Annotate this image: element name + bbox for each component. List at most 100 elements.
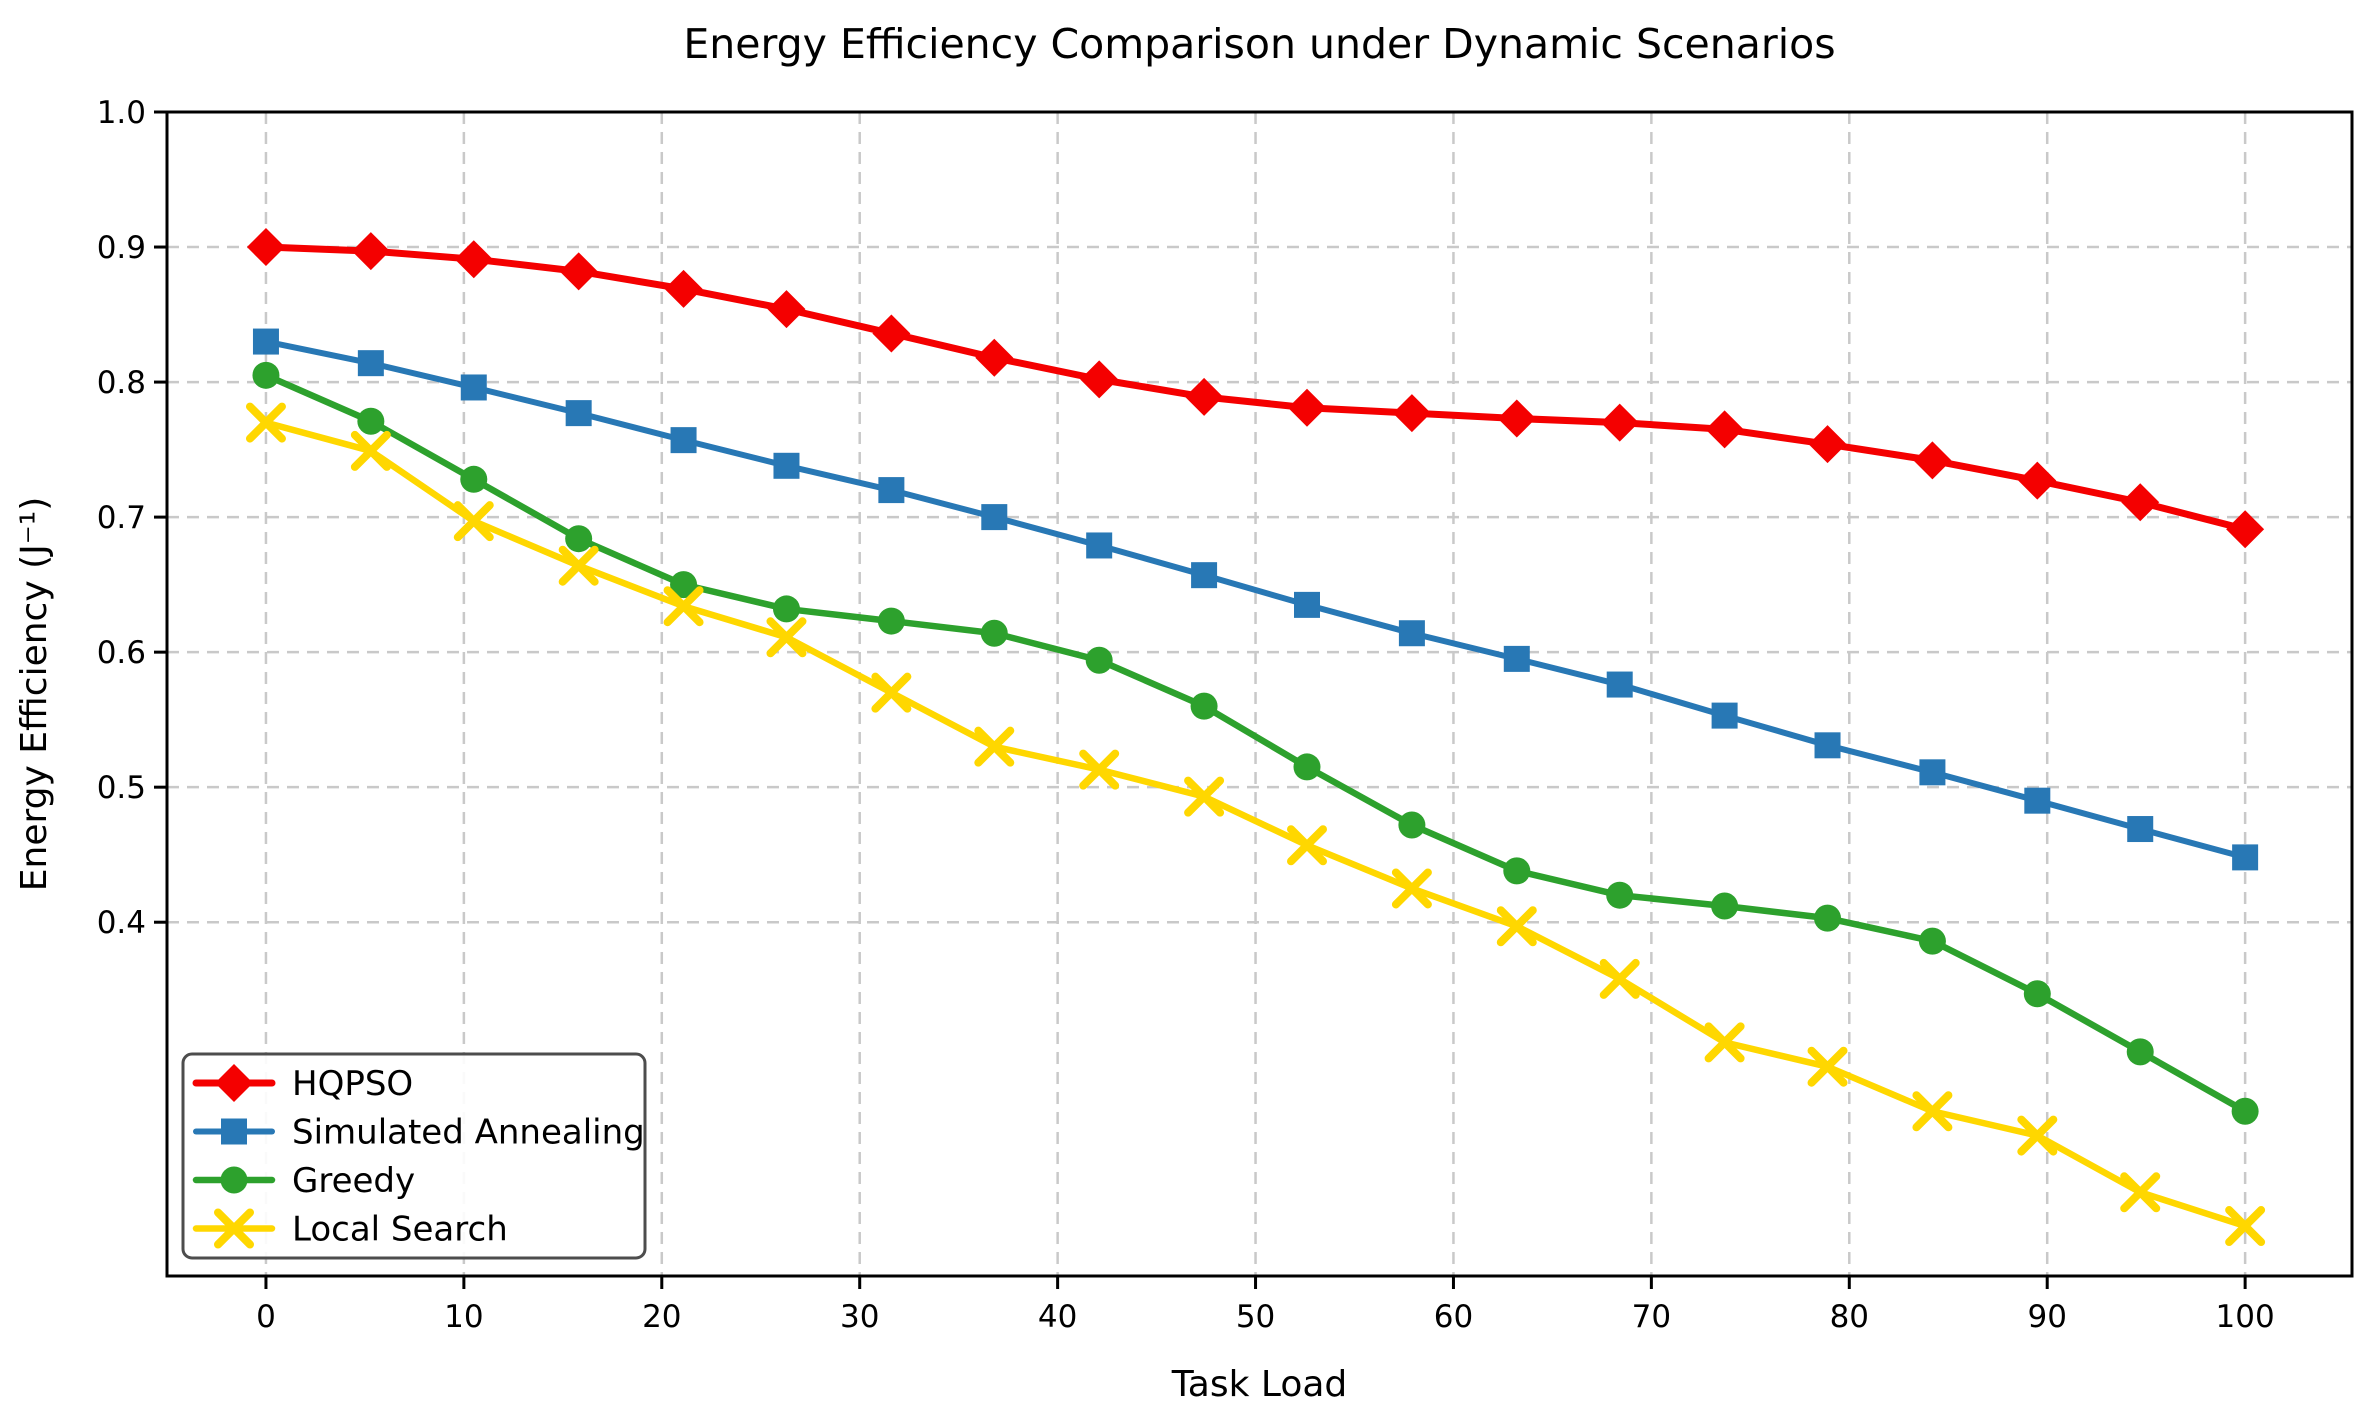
data-point — [773, 452, 800, 479]
data-point — [1294, 591, 1320, 618]
legend-item-simulated-annealing: Simulated Annealing — [193, 1113, 645, 1153]
data-point — [1913, 441, 1952, 480]
series-hqpso — [246, 228, 2265, 549]
data-point — [220, 1166, 248, 1194]
data-point — [252, 328, 279, 355]
data-point — [246, 228, 285, 267]
data-point — [1496, 906, 1537, 947]
legend-item-local-search: Local Search — [192, 1208, 508, 1250]
data-point — [2225, 1206, 2266, 1247]
data-point — [1191, 562, 1218, 589]
data-point — [1503, 857, 1531, 885]
x-axis: 0 10 20 30 40 50 60 70 80 90 100 — [256, 1276, 2275, 1335]
data-point — [974, 726, 1015, 767]
x-tick-label: 10 — [444, 1299, 483, 1335]
data-point — [2024, 787, 2051, 814]
data-point — [1497, 399, 1536, 438]
legend-label: Local Search — [292, 1210, 508, 1250]
data-point — [980, 619, 1008, 647]
data-point — [357, 407, 385, 435]
data-point — [1398, 620, 1425, 647]
data-point — [1293, 753, 1321, 781]
data-point — [871, 672, 912, 713]
data-point — [215, 1064, 253, 1102]
data-point — [357, 350, 384, 377]
series-line — [262, 243, 2249, 533]
data-point — [1918, 927, 1946, 955]
y-tick-label: 0.7 — [97, 500, 146, 536]
data-point — [2127, 816, 2154, 843]
chart-title: Energy Efficiency Comparison under Dynam… — [683, 20, 1835, 68]
data-point — [565, 400, 592, 427]
data-point — [1606, 671, 1633, 698]
data-point — [767, 290, 806, 329]
data-point — [1808, 425, 1847, 464]
data-point — [2018, 461, 2057, 500]
y-tick-label: 0.4 — [97, 905, 146, 941]
data-point — [565, 525, 593, 553]
legend-box — [181, 1052, 647, 1260]
data-point — [1807, 1046, 1848, 1087]
series-local-search — [245, 402, 2266, 1247]
data-point — [1606, 881, 1634, 909]
series-line — [262, 419, 2249, 1230]
data-point — [2017, 1115, 2058, 1156]
data-point — [1814, 732, 1841, 759]
data-point — [2231, 1097, 2259, 1125]
data-point — [2226, 510, 2265, 549]
x-tick-label: 20 — [642, 1299, 681, 1335]
legend-label: HQPSO — [292, 1064, 413, 1104]
data-point — [558, 545, 599, 586]
data-point — [1079, 749, 1120, 790]
data-point — [460, 465, 488, 493]
legend-item-greedy: Greedy — [192, 1161, 415, 1201]
data-point — [664, 269, 703, 308]
data-point — [872, 314, 911, 353]
data-point — [2121, 483, 2160, 522]
data-point — [1080, 360, 1119, 399]
legend: HQPSO Simulated Annealing Greedy Local Sear… — [181, 1052, 647, 1260]
data-point — [2120, 1172, 2161, 1213]
y-axis-label: Energy Efficiency (J⁻¹) — [14, 497, 55, 891]
data-point — [2232, 844, 2259, 871]
data-point — [877, 607, 905, 635]
data-point — [1919, 759, 1946, 786]
data-point — [2126, 1038, 2154, 1066]
data-point — [1711, 892, 1739, 920]
data-point — [1287, 825, 1327, 866]
legend-label: Simulated Annealing — [292, 1113, 645, 1153]
data-point — [245, 402, 286, 443]
data-point — [1190, 692, 1218, 720]
data-point — [1912, 1091, 1953, 1132]
legend-label: Greedy — [292, 1161, 415, 1201]
data-point — [1398, 811, 1426, 839]
data-point — [1185, 377, 1224, 416]
data-point — [1705, 410, 1744, 449]
data-point — [772, 595, 800, 623]
y-tick-label: 1.0 — [97, 95, 146, 131]
y-tick-label: 0.8 — [97, 365, 146, 401]
data-point — [1288, 388, 1326, 427]
data-point — [1392, 394, 1431, 433]
data-point — [252, 361, 280, 389]
data-point — [670, 571, 698, 599]
data-point — [1391, 868, 1432, 909]
data-point — [663, 586, 704, 627]
data-point — [1814, 904, 1842, 932]
data-point — [214, 1208, 254, 1249]
data-point — [878, 477, 905, 504]
data-point — [1711, 702, 1738, 729]
axes-spines — [165, 110, 2354, 1278]
x-tick-label: 50 — [1236, 1299, 1275, 1335]
x-tick-label: 60 — [1434, 1299, 1473, 1335]
x-tick-label: 30 — [840, 1299, 879, 1335]
x-tick-label: 80 — [1830, 1299, 1869, 1335]
data-point — [766, 617, 807, 658]
legend-item-hqpso: HQPSO — [192, 1064, 413, 1104]
data-point — [559, 252, 598, 291]
y-tick-label: 0.5 — [97, 770, 146, 806]
data-point — [1600, 403, 1639, 442]
data-point — [1086, 532, 1113, 559]
